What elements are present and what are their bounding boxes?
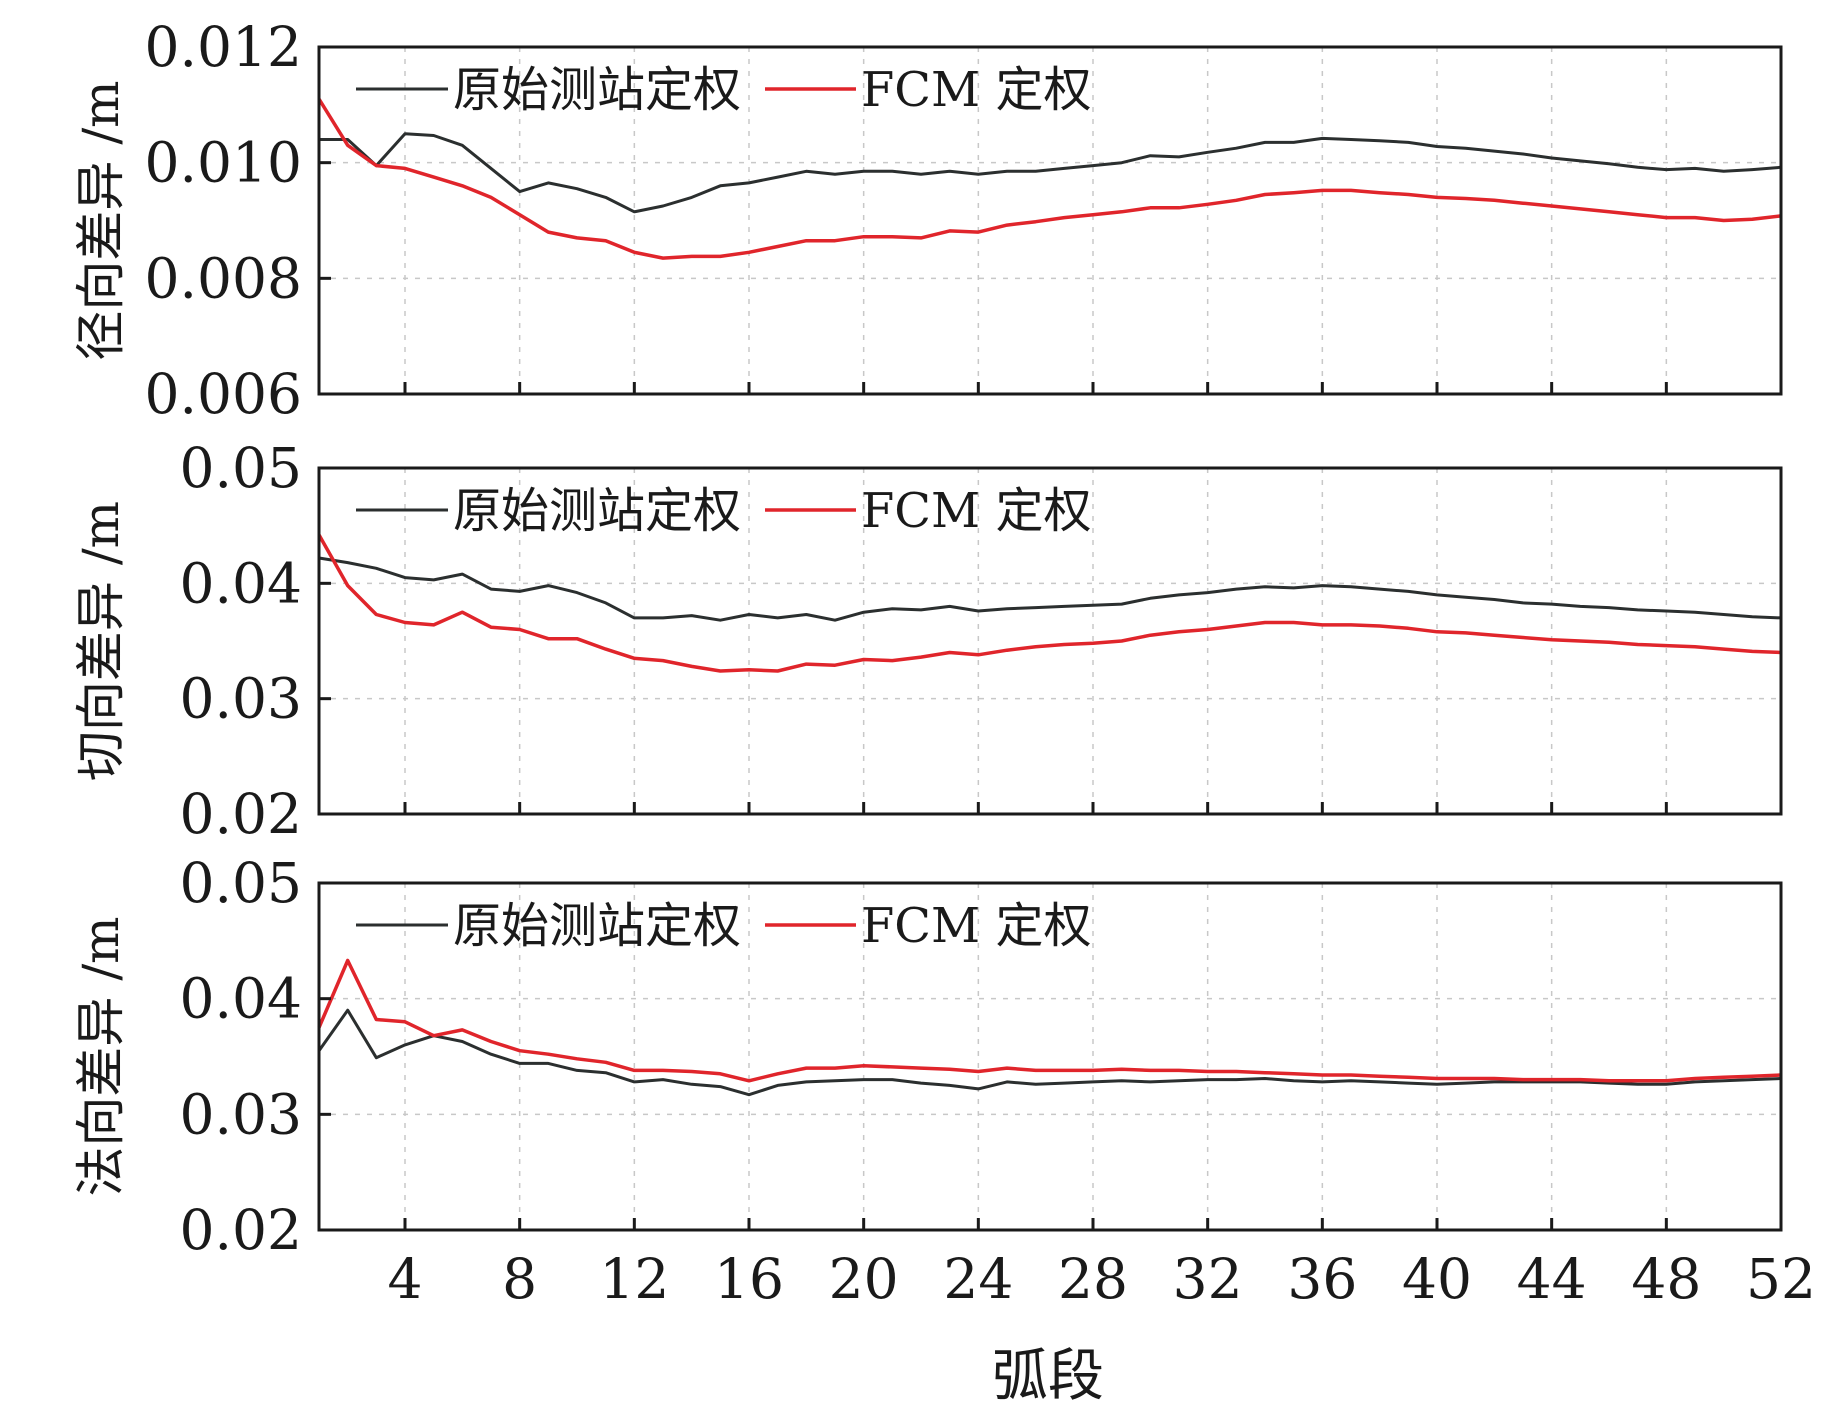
panel-1-y-tick-label-1: 0.008	[145, 246, 302, 310]
panel-2-plot-area	[319, 468, 1781, 814]
panel-1-y-tick-label-3: 0.012	[145, 15, 302, 79]
panel-1-series-fcm-weighting-line	[317, 98, 1782, 260]
panel-2-y-tick-label-1: 0.03	[180, 667, 302, 731]
x-tick-label-9: 40	[1402, 1247, 1472, 1311]
panel-1-legend-label-fcm-weighting: FCM 定权	[861, 62, 1091, 118]
panel-3-y-axis-label: 法向差异 /m	[72, 916, 130, 1196]
x-tick-label-10: 44	[1517, 1247, 1587, 1311]
panel-3-legend-label-original-weighting: 原始测站定权	[453, 898, 741, 954]
panel-3-series-fcm-weighting-line	[317, 958, 1782, 1083]
panel-3-series-original-weighting-line	[317, 1008, 1782, 1097]
panel-3-y-tick-label-2: 0.04	[180, 967, 302, 1031]
x-tick-label-2: 12	[599, 1247, 669, 1311]
panel-1-legend-label-original-weighting: 原始测站定权	[453, 62, 741, 118]
panel-1-axes-frame	[317, 45, 1783, 396]
panel-2-series-original-weighting-line	[318, 556, 1782, 622]
panel-2-y-tick-label-2: 0.04	[180, 551, 302, 615]
x-tick-label-5: 24	[943, 1247, 1013, 1311]
panel-3-y-tick-label-0: 0.02	[180, 1198, 302, 1262]
panel-1-y-tick-label-2: 0.010	[145, 131, 302, 195]
x-axis-label: 弧段	[992, 1344, 1104, 1407]
x-tick-label-1: 8	[502, 1247, 537, 1311]
panel-3-y-tick-label-3: 0.05	[180, 851, 302, 915]
panel-1-y-axis-label: 径向差异 /m	[72, 80, 130, 360]
panel-2-legend-label-fcm-weighting: FCM 定权	[861, 483, 1091, 539]
panel-2-legend-label-original-weighting: 原始测站定权	[453, 483, 741, 539]
panel-3-y-tick-label-1: 0.03	[180, 1082, 302, 1146]
panel-1-y-tick-label-0: 0.006	[145, 362, 302, 426]
x-tick-label-6: 28	[1058, 1247, 1128, 1311]
x-tick-label-7: 32	[1173, 1247, 1243, 1311]
x-tick-label-0: 4	[388, 1247, 423, 1311]
x-tick-label-4: 20	[829, 1247, 899, 1311]
panel-2-axes-frame	[317, 466, 1783, 816]
x-tick-label-11: 48	[1631, 1247, 1701, 1311]
panel-3-axes-frame	[317, 881, 1783, 1232]
panel-2-y-tick-label-3: 0.05	[180, 436, 302, 500]
panel-3-legend-label-fcm-weighting: FCM 定权	[861, 898, 1091, 954]
panel-1-series-original-weighting-line	[319, 132, 1782, 214]
panel-2-y-tick-label-0: 0.02	[180, 782, 302, 846]
x-tick-label-3: 16	[714, 1247, 784, 1311]
panel-2-y-axis-label: 切向差异 /m	[72, 501, 130, 781]
x-tick-label-8: 36	[1287, 1247, 1357, 1311]
panel-2-series-fcm-weighting-line	[317, 534, 1782, 673]
x-tick-label-12: 52	[1746, 1247, 1816, 1311]
